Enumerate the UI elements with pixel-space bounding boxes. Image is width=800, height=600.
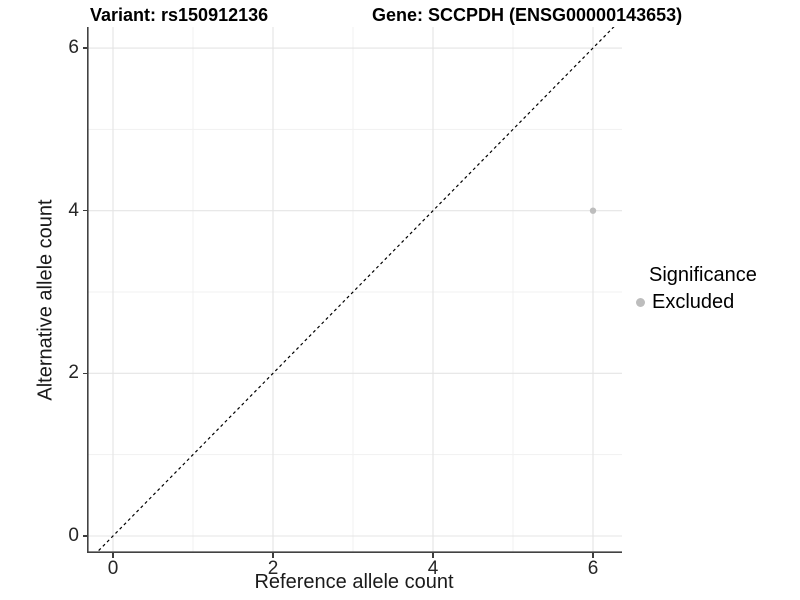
plot-title-gene: Gene: SCCPDH (ENSG00000143653) bbox=[372, 5, 683, 25]
plot-title-variant: Variant: rs150912136 bbox=[90, 5, 269, 25]
legend-point-icon bbox=[636, 298, 645, 307]
x-tick-label: 0 bbox=[107, 558, 119, 579]
legend-entry: Excluded bbox=[632, 291, 757, 314]
y-tick-label: 0 bbox=[68, 525, 79, 546]
y-tick-label: 2 bbox=[68, 362, 79, 384]
x-tick-label: 4 bbox=[427, 558, 439, 579]
y-axis-title: Alternative allele count bbox=[34, 199, 57, 401]
plot-panel bbox=[87, 27, 622, 553]
x-tick-label: 6 bbox=[587, 558, 599, 579]
y-tick-label: 6 bbox=[68, 37, 79, 59]
x-tick-mark bbox=[112, 553, 114, 558]
x-tick-mark bbox=[592, 553, 594, 558]
data-point bbox=[589, 207, 597, 214]
y-tick-label: 4 bbox=[68, 199, 79, 221]
y-tick-mark bbox=[82, 209, 87, 212]
identity-line bbox=[95, 27, 615, 553]
y-tick-mark bbox=[82, 535, 87, 537]
y-tick-mark bbox=[82, 372, 87, 375]
y-tick-mark bbox=[82, 47, 87, 49]
x-tick-label: 2 bbox=[267, 558, 279, 579]
x-tick-mark bbox=[432, 553, 434, 558]
x-axis-title: Reference allele count bbox=[254, 571, 454, 593]
legend-entries: Excluded bbox=[632, 291, 757, 314]
legend-title: Significance bbox=[649, 264, 757, 286]
legend: Significance Excluded bbox=[632, 264, 757, 314]
x-tick-mark bbox=[272, 553, 274, 558]
legend-label: Excluded bbox=[652, 291, 735, 313]
